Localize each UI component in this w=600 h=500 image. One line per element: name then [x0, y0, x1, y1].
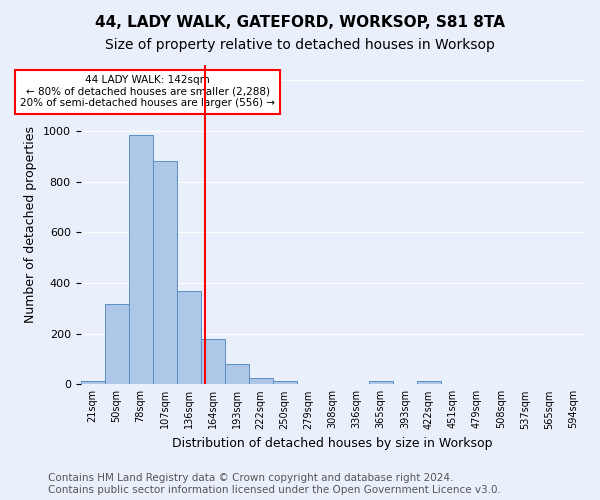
Bar [200, 339, 224, 384]
Bar [369, 382, 393, 384]
Text: Contains HM Land Registry data © Crown copyright and database right 2024.
Contai: Contains HM Land Registry data © Crown c… [48, 474, 501, 495]
X-axis label: Distribution of detached houses by size in Worksop: Distribution of detached houses by size … [173, 437, 493, 450]
Text: 44, LADY WALK, GATEFORD, WORKSOP, S81 8TA: 44, LADY WALK, GATEFORD, WORKSOP, S81 8T… [95, 15, 505, 30]
Bar [248, 378, 272, 384]
Y-axis label: Number of detached properties: Number of detached properties [24, 126, 37, 323]
Bar [176, 290, 200, 384]
Bar [104, 304, 128, 384]
Text: 44 LADY WALK: 142sqm
← 80% of detached houses are smaller (2,288)
20% of semi-de: 44 LADY WALK: 142sqm ← 80% of detached h… [20, 75, 275, 108]
Bar [224, 364, 248, 384]
Bar [80, 382, 104, 384]
Bar [272, 380, 297, 384]
Bar [128, 134, 152, 384]
Text: Size of property relative to detached houses in Worksop: Size of property relative to detached ho… [105, 38, 495, 52]
Bar [152, 162, 176, 384]
Bar [417, 382, 441, 384]
